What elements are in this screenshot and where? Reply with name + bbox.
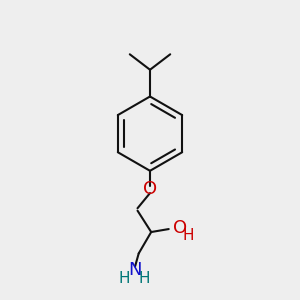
Text: N: N [128,261,142,279]
Text: H: H [183,228,194,243]
Text: H: H [118,271,130,286]
Text: O: O [143,180,157,198]
Text: H: H [138,271,150,286]
Text: O: O [172,219,187,237]
